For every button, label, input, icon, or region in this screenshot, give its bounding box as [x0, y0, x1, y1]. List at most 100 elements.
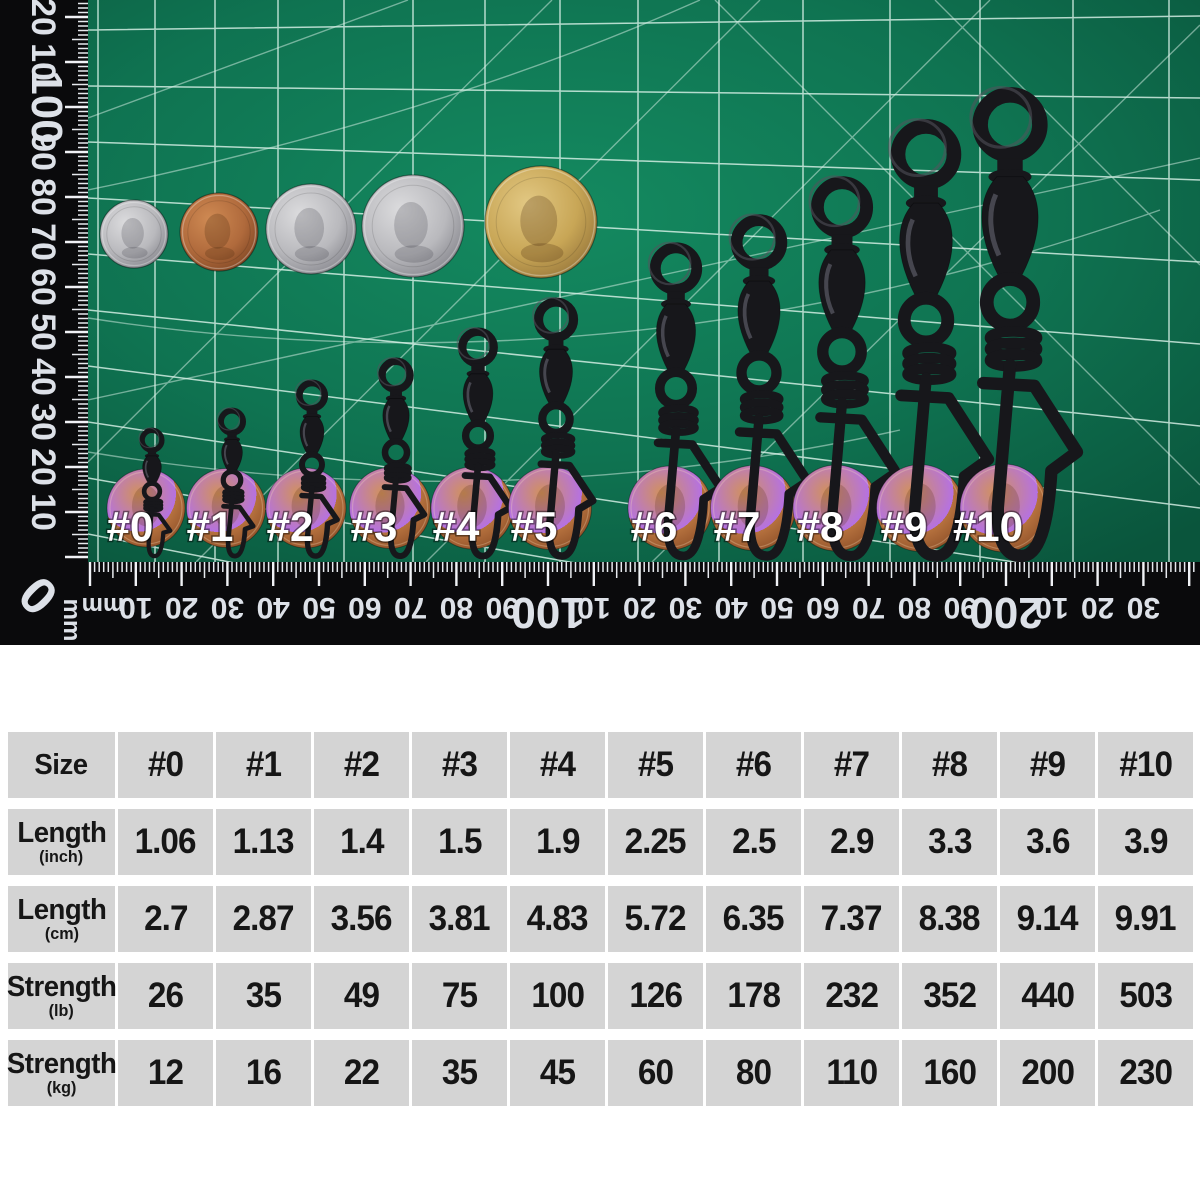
table-cell-r0-c6: #6 [706, 732, 801, 798]
cell-value: 2.7 [143, 899, 188, 938]
product-photo-image: #0 #1 #2 #3 #4 #5 #6 #7 #8 #9 #10 10 20 30 40 50 60 70 80 9… [0, 0, 1200, 645]
cell-value: #0 [147, 745, 184, 784]
left-ruler-number: 60 [24, 268, 62, 306]
table-cell-r1-c8: 3.3 [902, 809, 997, 875]
cell-value: 16 [245, 1053, 282, 1092]
cell-value: 22 [343, 1053, 380, 1092]
cell-value: 2.5 [731, 822, 776, 861]
bottom-ruler-number: 20 [165, 591, 198, 624]
bottom-ruler-number: 70 [852, 591, 885, 624]
cell-value: 45 [539, 1053, 576, 1092]
table-row-lengthcm: Length (cm) 2.7 2.87 3.56 3.81 4.83 5.72 6.35 7.3… [0, 886, 1200, 952]
table-cell-r0-c8: #8 [902, 732, 997, 798]
bottom-ruler-number: 60 [806, 591, 839, 624]
swivel-unit-5 [508, 296, 597, 560]
cell-value: #10 [1119, 745, 1173, 784]
cell-value: 3.6 [1025, 822, 1070, 861]
row-label: Length [17, 894, 106, 926]
cell-value: 178 [727, 976, 781, 1015]
swivel-snap-size-2 [294, 379, 340, 559]
bottom-ruler-number: 30 [211, 591, 244, 624]
size-label: #2 [267, 503, 314, 550]
cell-value: 35 [441, 1053, 478, 1092]
table-cell-r2-c7: 7.37 [804, 886, 899, 952]
table-cell-r3-c10: 503 [1098, 963, 1193, 1029]
cell-value: 2.9 [829, 822, 874, 861]
bottom-ruler-number: 50 [760, 591, 793, 624]
cell-value: 80 [735, 1053, 772, 1092]
left-ruler-number: 70 [24, 223, 62, 261]
cell-value: #5 [637, 745, 674, 784]
table-cell-r1-c10: 3.9 [1098, 809, 1193, 875]
bottom-ruler-major-ticks [88, 562, 1191, 586]
row-header-cell: Strength (lb) [7, 963, 117, 1029]
cell-value: 26 [147, 976, 184, 1015]
swivel-snap-size-7 [728, 213, 813, 561]
product-photo: #0 #1 #2 #3 #4 #5 #6 #7 #8 #9 #10 10 20 30 40 50 60 70 80 9… [0, 0, 1200, 645]
bottom-ruler-number: 90 [944, 591, 977, 624]
table-cell-r3-c0: 26 [118, 963, 213, 1029]
table-cell-r4-c10: 230 [1098, 1040, 1193, 1106]
left-ruler-unit: mm [58, 599, 85, 642]
table-cell-r1-c0: 1.06 [118, 809, 213, 875]
cell-value: 110 [826, 1053, 878, 1092]
coin-quarter [361, 174, 465, 278]
cell-value: #8 [931, 745, 968, 784]
size-label: #4 [433, 503, 480, 550]
cell-value: 2.25 [625, 822, 687, 861]
table-cell-r2-c10: 9.91 [1098, 886, 1193, 952]
cell-value: 200 [1021, 1053, 1075, 1092]
left-ruler-number: 100 [22, 70, 71, 143]
table-cell-r2-c2: 3.56 [314, 886, 409, 952]
cell-value: 9.14 [1017, 899, 1079, 938]
left-ruler-ticks [72, 2, 88, 554]
bottom-ruler-number: 70 [394, 591, 427, 624]
table-cell-r0-c5: #5 [608, 732, 703, 798]
cell-value: #3 [441, 745, 478, 784]
table-row-strengthkg: Strength (kg) 12 16 22 35 45 60 80 110 160 200 230 [0, 1040, 1200, 1106]
cell-value: 60 [637, 1053, 674, 1092]
bottom-ruler-number: 20 [1081, 591, 1114, 624]
swivel-unit-7 [710, 213, 813, 561]
cell-value: 49 [343, 976, 380, 1015]
cell-value: 1.5 [437, 822, 482, 861]
table-cell-r3-c2: 49 [314, 963, 409, 1029]
coin-dime [99, 199, 169, 269]
table-cell-r1-c3: 1.5 [412, 809, 507, 875]
swivel-snap-size-8 [808, 175, 902, 562]
size-label: #8 [797, 503, 844, 550]
cell-value: 35 [245, 976, 282, 1015]
size-label: #7 [714, 503, 761, 550]
cell-value: 3.3 [927, 822, 972, 861]
size-label: #6 [631, 503, 678, 550]
coin-dollar-coin [484, 165, 598, 279]
swivel-snap-size-5 [532, 296, 597, 560]
cell-value: 503 [1119, 976, 1173, 1015]
table-cell-r4-c7: 110 [804, 1040, 899, 1106]
swivel-unit-4 [430, 326, 514, 560]
cell-value: #2 [343, 745, 380, 784]
table-cell-r0-c4: #4 [510, 732, 605, 798]
table-cell-r0-c10: #10 [1098, 732, 1193, 798]
swivel-unit-6 [627, 241, 726, 561]
row-unit: (inch) [39, 847, 84, 866]
swivel-snap-size-6 [647, 241, 726, 561]
table-cell-r0-c3: #3 [412, 732, 507, 798]
left-ruler-number: 40 [24, 358, 62, 396]
swivel-snap-size-10 [969, 85, 1084, 563]
bottom-ruler-number: 80 [440, 591, 473, 624]
swivel-snap-size-0 [138, 427, 173, 559]
bottom-ruler-number: 100 [511, 588, 584, 637]
cell-value: 12 [147, 1053, 184, 1092]
cell-value: 3.81 [429, 899, 491, 938]
coin-nickel [265, 183, 357, 275]
table-cell-r4-c6: 80 [706, 1040, 801, 1106]
table-cell-r4-c0: 12 [118, 1040, 213, 1106]
cell-value: #6 [735, 745, 772, 784]
table-cell-r4-c4: 45 [510, 1040, 605, 1106]
bottom-ruler-number: 90 [486, 591, 519, 624]
table-cell-r4-c5: 60 [608, 1040, 703, 1106]
cell-value: 9.91 [1115, 899, 1177, 938]
row-unit: (lb) [48, 1001, 75, 1020]
